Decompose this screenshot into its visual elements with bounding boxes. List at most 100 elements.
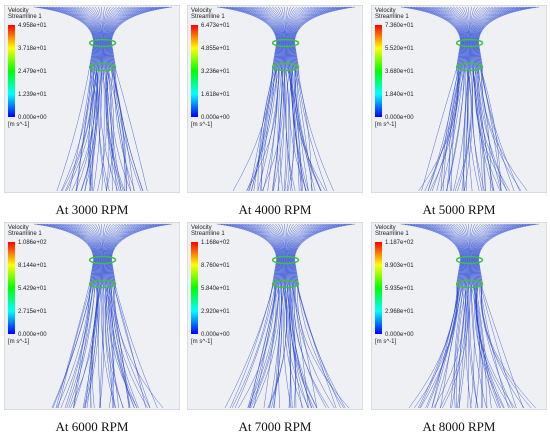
streamline [465, 223, 472, 409]
blade [271, 279, 300, 289]
streamline [100, 6, 118, 192]
legend-tick-label: 1.840e+01 [385, 92, 414, 98]
legend-title: Velocity [191, 8, 212, 14]
legend-tick-label: 8.144e+01 [18, 263, 47, 269]
streamline [473, 223, 505, 409]
streamline [108, 223, 148, 409]
streamline [422, 6, 464, 192]
legend-title: Velocity [8, 225, 29, 231]
streamline [428, 223, 465, 409]
streamline [86, 223, 101, 409]
streamline [265, 223, 284, 409]
blade [271, 38, 300, 48]
streamline [109, 223, 157, 409]
legend-subtitle: Streamline 1 [191, 14, 225, 20]
legend-tick-label: 5.429e+01 [18, 286, 47, 292]
legend-unit: [m s^-1] [191, 339, 212, 345]
legend-tick-label: 4.958e+01 [18, 23, 47, 29]
streamline [108, 6, 151, 192]
legend-subtitle: Streamline 1 [375, 231, 409, 237]
streamline [86, 6, 101, 192]
streamline [55, 223, 97, 409]
streamline [462, 223, 469, 409]
streamline [262, 6, 285, 192]
streamline [473, 6, 503, 192]
streamline [473, 6, 506, 192]
streamline [282, 223, 292, 409]
panel: Velocity Streamline 1 4.958e+01 3.718e+01 2.… [4, 5, 180, 218]
caption: At 8000 RPM [422, 419, 496, 434]
streamline [91, 223, 103, 409]
streamline [43, 223, 96, 409]
streamline [475, 6, 515, 192]
legend-tick-label: 0.000e+00 [18, 332, 47, 338]
legend-tick-label: 0.000e+00 [201, 115, 230, 121]
streamline [472, 6, 494, 192]
streamline [286, 223, 303, 409]
streamline [110, 6, 163, 192]
caption: At 3000 RPM [55, 202, 129, 217]
streamline [105, 223, 130, 409]
legend-tick-label: 0.000e+00 [18, 115, 47, 121]
streamline [475, 223, 515, 409]
streamline [249, 223, 282, 409]
legend-tick-label: 0.000e+00 [385, 332, 414, 338]
streamline [104, 223, 124, 409]
streamline [289, 223, 322, 409]
streamline [293, 223, 346, 409]
streamline [468, 223, 484, 409]
color-bar [8, 25, 15, 117]
streamline [476, 223, 524, 409]
blade [88, 279, 117, 289]
legend-subtitle: Streamline 1 [375, 14, 409, 20]
streamline [471, 223, 491, 409]
streamline [407, 6, 462, 192]
legend-tick-label: 1.239e+01 [18, 92, 47, 98]
legend-unit: [m s^-1] [375, 339, 396, 345]
streamline [469, 223, 475, 409]
streamline [102, 223, 114, 409]
blade [455, 38, 484, 48]
legend-tick-label: 8.903e+01 [385, 263, 414, 269]
blade [88, 38, 117, 48]
legend-tick-label: 2.715e+01 [18, 309, 47, 315]
caption: At 4000 RPM [238, 202, 312, 217]
streamline [471, 6, 497, 192]
streamline [284, 6, 291, 192]
streamline [477, 223, 530, 409]
streamline [471, 223, 487, 409]
streamline [110, 6, 166, 192]
streamline [61, 223, 98, 409]
streamline [437, 6, 466, 192]
streamline [476, 6, 527, 192]
streamline [291, 223, 334, 409]
blade [455, 62, 484, 72]
streamline [40, 223, 95, 409]
blade [455, 255, 484, 265]
streamline [292, 6, 343, 192]
streamline [104, 223, 120, 409]
legend-title: Velocity [191, 225, 212, 231]
streamline [477, 223, 533, 409]
streamline [473, 223, 506, 409]
streamline [475, 223, 518, 409]
streamline [288, 223, 310, 409]
streamline [49, 223, 96, 409]
streamline [269, 6, 284, 192]
color-bar [375, 242, 382, 334]
streamline [439, 223, 467, 409]
legend-tick-label: 7.360e+01 [385, 23, 414, 29]
background [187, 222, 363, 410]
streamline [235, 223, 280, 409]
panel: Velocity Streamline 1 1.168e+02 8.760e+01 5.… [187, 222, 363, 435]
streamline [253, 6, 282, 192]
streamline [73, 223, 100, 409]
streamline [93, 6, 103, 192]
streamline [416, 223, 463, 409]
streamline [477, 6, 530, 192]
legend-tick-label: 1.086e+02 [18, 240, 47, 246]
legend-tick-label: 2.920e+01 [201, 309, 230, 315]
streamline [98, 6, 107, 192]
